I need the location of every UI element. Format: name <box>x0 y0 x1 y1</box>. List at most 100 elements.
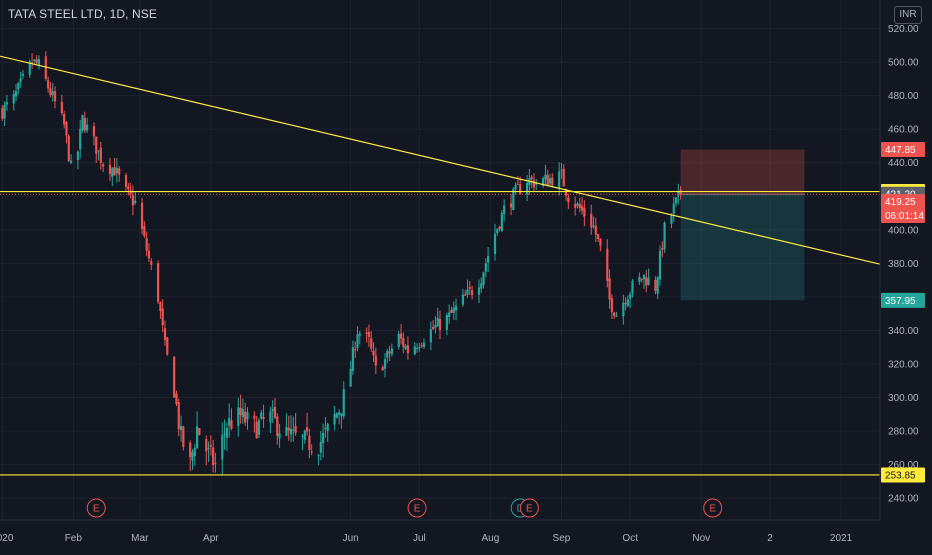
candle <box>37 58 41 67</box>
price-tick-label: 440.00 <box>888 158 919 169</box>
candle <box>574 203 577 208</box>
time-tick-label: Sep <box>553 533 571 544</box>
candle <box>514 185 517 190</box>
candle <box>108 164 112 174</box>
candle <box>477 287 481 295</box>
time-tick-label: Nov <box>692 533 710 544</box>
price-tick-label: 260.00 <box>888 460 919 471</box>
candle <box>461 294 465 305</box>
earnings-marker[interactable] <box>519 498 539 518</box>
candle <box>129 190 132 195</box>
candle <box>237 407 240 426</box>
candle <box>99 147 102 163</box>
earnings-marker[interactable] <box>407 498 427 518</box>
candle <box>503 205 506 215</box>
candle <box>79 128 82 150</box>
candle <box>606 248 609 281</box>
stop-loss-zone <box>680 149 805 195</box>
candle <box>161 308 164 326</box>
candle <box>432 326 435 330</box>
candle <box>422 342 426 347</box>
candle <box>519 184 522 194</box>
candle <box>60 101 63 114</box>
earnings-marker[interactable] <box>703 498 723 518</box>
candle <box>450 309 453 313</box>
candle <box>209 445 212 447</box>
event-label: E <box>414 504 421 515</box>
candle <box>367 331 371 338</box>
candle <box>166 337 169 355</box>
time-axis: 2020 Feb Mar Apr Jun Jul Aug Sep Oct Nov 2 2021 <box>0 519 880 544</box>
candle <box>322 432 325 443</box>
candle <box>131 195 135 206</box>
candle <box>583 207 586 217</box>
earnings-marker[interactable] <box>86 498 106 518</box>
candle <box>239 407 242 416</box>
candle <box>319 441 322 453</box>
price-tick-label: 480.00 <box>888 91 919 102</box>
candle <box>470 290 474 296</box>
candle <box>134 200 137 204</box>
candle <box>145 238 148 251</box>
candle <box>1 108 4 119</box>
candle <box>292 429 295 431</box>
candle <box>214 462 217 464</box>
candle <box>53 91 57 102</box>
candle <box>33 59 36 61</box>
candle <box>399 333 403 339</box>
candle <box>349 368 352 387</box>
candle <box>21 73 25 76</box>
candle <box>631 280 634 294</box>
candle <box>564 188 568 196</box>
candle <box>402 338 405 347</box>
candle <box>418 347 421 349</box>
candle <box>356 334 359 349</box>
price-tick-label: 520.00 <box>888 24 919 35</box>
candle <box>150 261 153 265</box>
candle <box>594 225 597 235</box>
candle <box>434 325 437 328</box>
candle <box>530 176 533 180</box>
currency-badge[interactable]: INR <box>894 6 922 24</box>
candle <box>177 402 180 430</box>
candle <box>308 435 311 450</box>
price-tick-label: 340.00 <box>888 326 919 337</box>
candle <box>365 332 368 334</box>
price-label-badge <box>881 467 925 483</box>
candle <box>163 328 167 340</box>
candle <box>113 166 116 176</box>
candle <box>404 346 407 349</box>
time-tick-label: Apr <box>203 533 219 544</box>
candles-layer <box>1 51 682 475</box>
candle <box>464 294 467 296</box>
candle <box>436 317 439 327</box>
candle <box>498 226 501 230</box>
time-tick-label: 2021 <box>830 533 853 544</box>
candle <box>610 297 613 312</box>
candle <box>273 406 277 418</box>
events-layer: EEDEE <box>86 498 723 518</box>
candle <box>670 214 673 225</box>
candle <box>500 212 503 231</box>
candle <box>580 205 584 211</box>
candle <box>124 175 128 187</box>
position-tool <box>680 149 805 301</box>
price-label-badge <box>881 142 925 158</box>
candle <box>590 213 593 228</box>
candle <box>175 393 178 404</box>
candle <box>525 182 529 195</box>
price-label: 357.95 <box>885 296 916 307</box>
candle <box>85 124 89 131</box>
candle <box>599 238 602 246</box>
candle <box>374 355 377 366</box>
candle <box>193 448 196 456</box>
candle <box>157 263 160 302</box>
candle <box>230 420 233 429</box>
symbol-title: TATA STEEL LTD, 1D, NSE <box>8 7 158 21</box>
candle <box>448 312 451 318</box>
candle <box>484 263 487 272</box>
candle <box>615 315 618 317</box>
candle <box>276 416 279 436</box>
